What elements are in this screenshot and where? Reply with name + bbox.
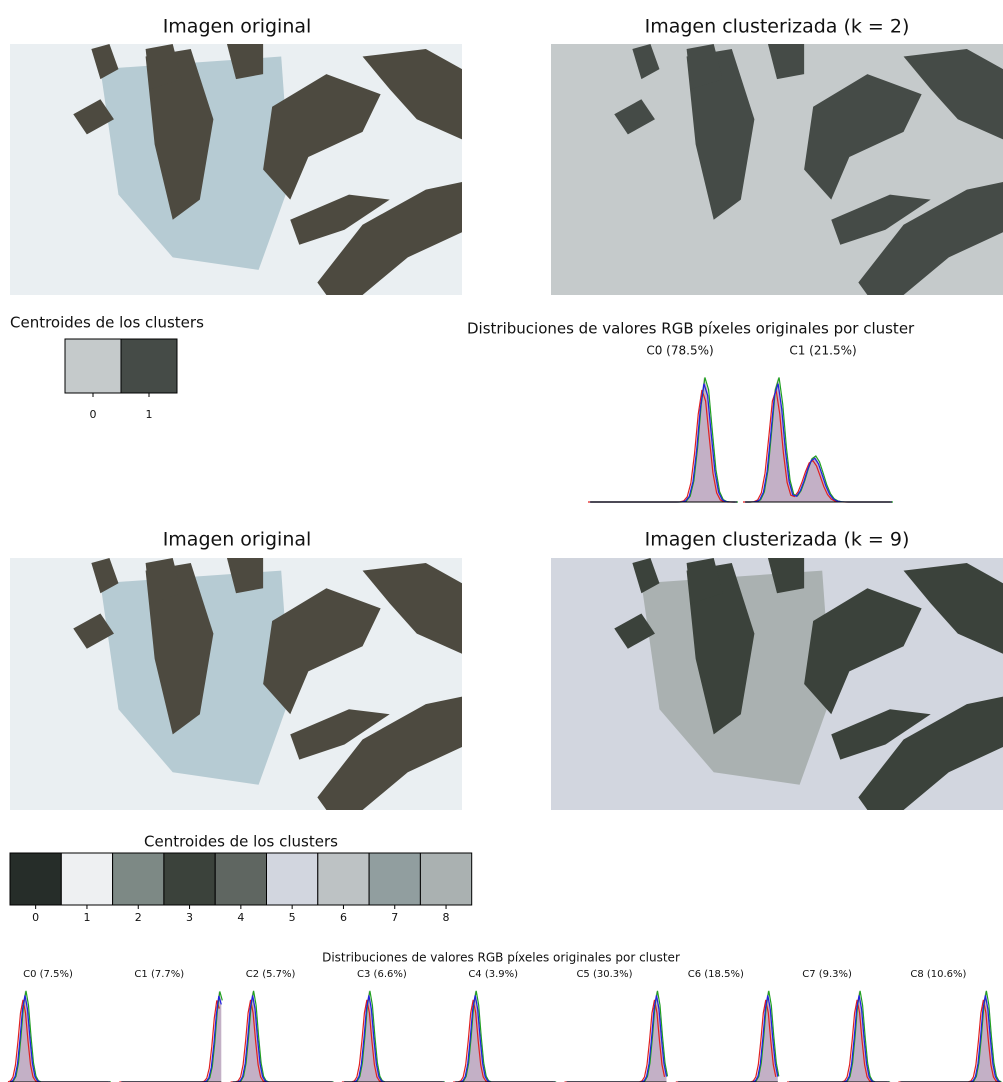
swatch-label: 8: [443, 911, 450, 924]
centroid-swatch: [164, 853, 215, 905]
histogram-fill: [745, 378, 892, 503]
distributions-title: Distribuciones de valores RGB píxeles or…: [322, 951, 680, 965]
histogram-line: [787, 1000, 887, 1082]
centroid-swatch: [65, 339, 121, 393]
cluster-label: C3 (6.6%): [357, 969, 407, 980]
centroid-swatch: [61, 853, 112, 905]
histogram-fill: [10, 991, 110, 1082]
histogram-line: [345, 991, 445, 1082]
satellite-image: [10, 44, 462, 295]
centroid-swatch: [420, 853, 471, 905]
distributions-title: Distribuciones de valores RGB píxeles or…: [467, 320, 915, 338]
swatch-label: 4: [237, 911, 244, 924]
cluster-label: C1 (21.5%): [789, 344, 856, 358]
screenshot: Imagen original Imagen clusterizada (k =…: [0, 0, 1003, 1082]
swatch-label: 2: [135, 911, 142, 924]
centroid-swatch: [318, 853, 369, 905]
histogram-line: [342, 1000, 442, 1082]
satellite-image: [551, 558, 1003, 810]
cluster-label: C0 (78.5%): [646, 344, 713, 358]
image-title: Imagen clusterizada (k = 9): [645, 529, 910, 551]
histogram-line: [122, 991, 222, 1082]
image-title: Imagen original: [163, 529, 312, 551]
swatch-label: 5: [289, 911, 296, 924]
swatch-label: 7: [391, 911, 398, 924]
histogram-line: [121, 996, 221, 1082]
histogram-line: [789, 995, 889, 1082]
cluster-label: C8 (10.6%): [910, 969, 966, 980]
centroid-swatch: [369, 853, 420, 905]
swatch-label: 6: [340, 911, 347, 924]
image-title: Imagen clusterizada (k = 2): [645, 16, 910, 38]
cluster-label: C4 (3.9%): [468, 969, 518, 980]
histogram-fill: [900, 991, 1000, 1082]
cluster-label: C1 (7.7%): [134, 969, 184, 980]
histogram-line: [119, 1000, 219, 1082]
centroids-title: Centroides de los clusters: [144, 833, 338, 851]
swatch-label: 0: [90, 408, 97, 421]
histogram-fill: [121, 991, 221, 1082]
page: Imagen original Imagen clusterizada (k =…: [0, 0, 1003, 1082]
histogram-line: [790, 991, 890, 1082]
swatch-label: 1: [146, 408, 153, 421]
centroid-swatch: [267, 853, 318, 905]
cluster-label: C6 (18.5%): [688, 969, 744, 980]
satellite-image: [551, 44, 1003, 295]
histogram-fill: [789, 991, 889, 1082]
centroids-title: Centroides de los clusters: [10, 314, 204, 332]
centroid-swatch: [121, 339, 177, 393]
cluster-label: C5 (30.3%): [576, 969, 632, 980]
cluster-label: C0 (7.5%): [23, 969, 73, 980]
centroid-swatch: [215, 853, 266, 905]
swatch-label: 3: [186, 911, 193, 924]
satellite-image: [10, 558, 462, 810]
image-title: Imagen original: [163, 16, 312, 38]
swatch-label: 0: [32, 911, 39, 924]
centroid-swatch: [113, 853, 164, 905]
centroid-swatch: [10, 853, 61, 905]
cluster-label: C7 (9.3%): [802, 969, 852, 980]
swatch-label: 1: [83, 911, 90, 924]
cluster-label: C2 (5.7%): [246, 969, 296, 980]
